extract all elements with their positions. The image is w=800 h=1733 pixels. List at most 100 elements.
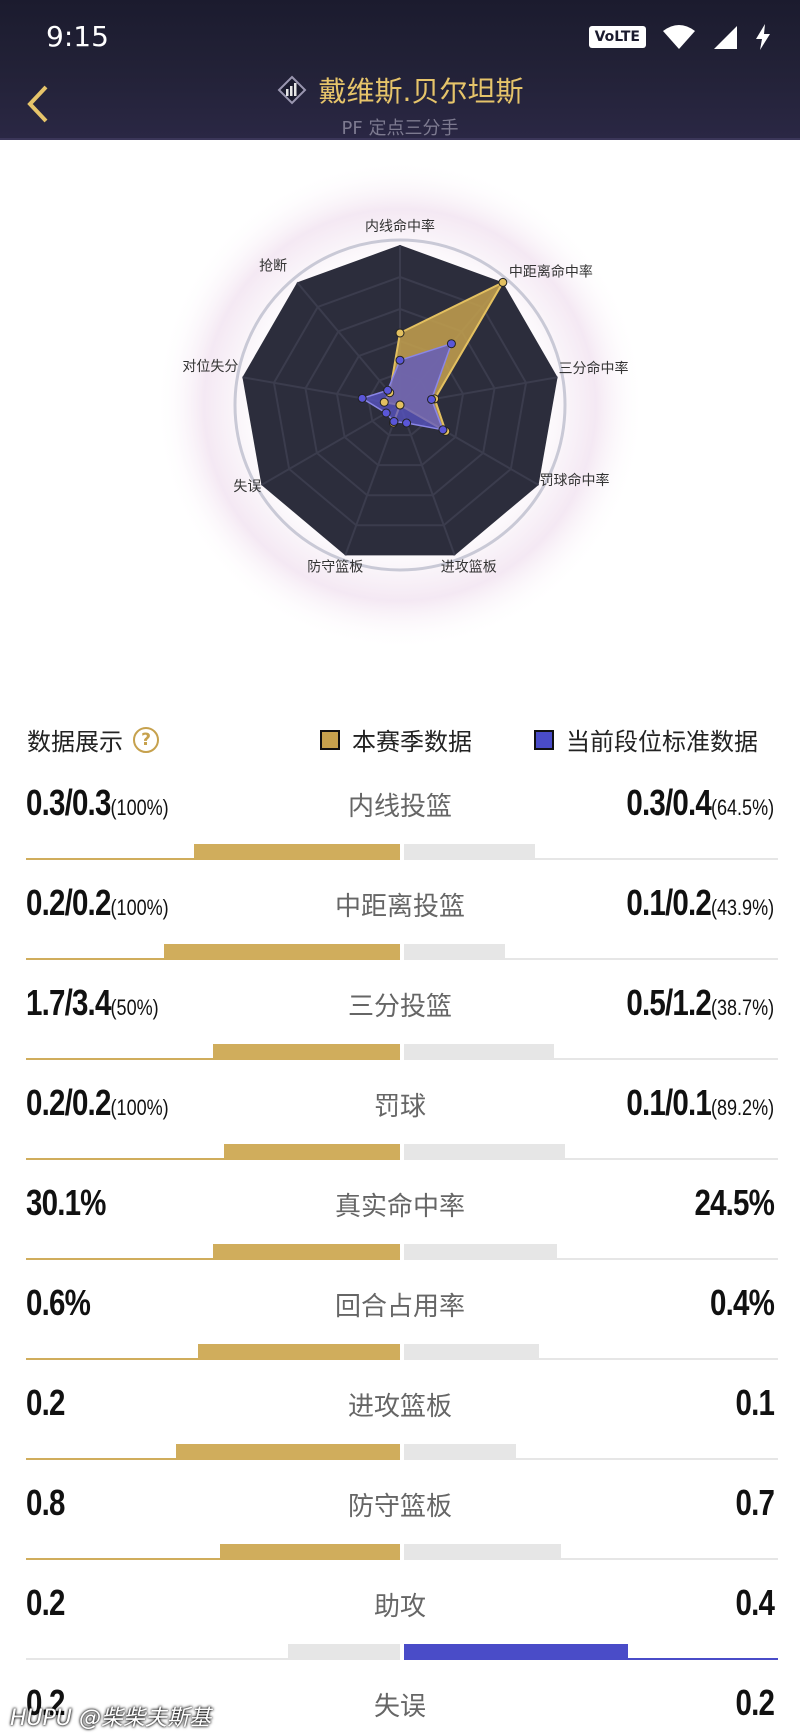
season-value-main: 0.6% (26, 1282, 91, 1323)
season-value-main: 0.2 (26, 1582, 65, 1623)
standard-value: 0.4 (735, 1582, 774, 1624)
season-bar (26, 1544, 400, 1560)
stat-label: 进攻篮板 (347, 1392, 452, 1422)
stat-label: 防守篮板 (347, 1492, 452, 1522)
season-bar (26, 1444, 400, 1460)
help-icon[interactable]: ? (133, 726, 159, 753)
stat-row: 0.2 助攻 0.4 (0, 1570, 800, 1670)
standard-value: 0.7 (735, 1482, 774, 1524)
standard-value-main: 0.1/0.1 (626, 1082, 711, 1123)
season-value-pct: (100%) (110, 895, 169, 920)
standard-bar (404, 1544, 778, 1560)
radar-label-0: 内线命中率 (365, 218, 435, 235)
standard-bar-fill (404, 944, 505, 960)
season-value-main: 0.3/0.3 (26, 782, 111, 823)
player-subtitle: PF 定点三分手 (341, 118, 459, 139)
standard-point-2 (427, 394, 437, 404)
standard-bar (404, 944, 778, 960)
standard-value-pct: (38.7%) (710, 995, 774, 1020)
season-value: 0.6% (26, 1282, 91, 1324)
radar-label-7: 对位失分 (182, 359, 238, 375)
chevron-left-icon (27, 85, 48, 123)
standard-bar-fill (404, 1544, 562, 1560)
season-value-pct: (100%) (110, 795, 169, 820)
standard-bar-base (534, 858, 778, 860)
stat-label: 中距离投篮 (334, 892, 465, 922)
rank-badge-icon (277, 75, 306, 105)
season-point-7 (379, 397, 389, 407)
stat-label: 失误 (373, 1692, 426, 1722)
radar-spoke-4 (399, 404, 456, 556)
season-bar-base (26, 1358, 199, 1360)
radar-label-3: 罚球命中率 (540, 472, 610, 489)
back-button[interactable] (18, 80, 58, 128)
season-bar (26, 1244, 400, 1260)
watermark: HUPU @柴柴夫斯基 (10, 1706, 212, 1731)
title-area: 戴维斯.贝尔坦斯 PF 定点三分手 (0, 70, 800, 140)
standard-bar-base (553, 1058, 778, 1060)
season-bar-fill (194, 844, 400, 860)
stat-row: 0.3/0.3(100%) 内线投篮 0.3/0.4(64.5%) (0, 770, 800, 870)
header: 9:15 VoLTE 戴维斯.贝尔坦斯 PF 定点三分手 (0, 0, 800, 140)
status-time: 9:15 (46, 20, 109, 53)
season-bar (26, 1044, 400, 1060)
season-bar-fill (213, 1244, 400, 1260)
stat-row: 0.2/0.2(100%) 中距离投篮 0.1/0.2(43.9%) (0, 870, 800, 970)
radar-ring (233, 238, 567, 572)
standard-value-main: 0.7 (735, 1482, 774, 1523)
stat-row: 0.6% 回合占用率 0.4% (0, 1270, 800, 1370)
standard-point-0 (395, 355, 405, 365)
season-value-main: 0.8 (26, 1482, 65, 1523)
stat-row: 0.2 进攻篮板 0.1 (0, 1370, 800, 1470)
standard-bar-base (564, 1158, 778, 1160)
standard-value-pct: (64.5%) (710, 795, 774, 820)
season-value: 0.2 (26, 1382, 65, 1424)
season-bar (26, 844, 400, 860)
season-value-main: 0.2 (26, 1682, 65, 1723)
standard-bar-base (557, 1258, 778, 1260)
standard-bar (404, 1044, 778, 1060)
standard-bar-fill (404, 1344, 539, 1360)
radar-label-8: 抢断 (259, 257, 287, 274)
standard-bar (404, 1644, 778, 1660)
season-bar (26, 1344, 400, 1360)
standard-value-main: 0.3/0.4 (626, 782, 711, 823)
standard-value-main: 0.4 (735, 1582, 774, 1623)
standard-value-main: 24.5% (694, 1182, 774, 1223)
standard-bar-base (516, 1458, 778, 1460)
standard-swatch (534, 729, 554, 750)
standard-value: 0.1/0.1(89.2%) (626, 1082, 774, 1124)
season-point-1 (498, 277, 508, 287)
season-bar-base (26, 1658, 288, 1660)
radar-spoke-8 (296, 281, 401, 406)
standard-value-main: 0.1/0.2 (626, 882, 711, 923)
stat-label: 助攻 (373, 1592, 426, 1622)
season-value: 1.7/3.4(50%) (26, 982, 159, 1024)
season-value-main: 0.2 (26, 1382, 65, 1423)
standard-bar-base (504, 958, 778, 960)
season-value: 0.2 (26, 1682, 65, 1724)
season-value-main: 1.7/3.4 (26, 982, 111, 1023)
standard-point-5 (389, 417, 399, 427)
season-bar-fill (198, 1344, 400, 1360)
player-name: 戴维斯.贝尔坦斯 (318, 75, 524, 108)
stat-row: 0.2/0.2(100%) 罚球 0.1/0.1(89.2%) (0, 1070, 800, 1170)
season-bar-base (26, 1258, 213, 1260)
season-bar-fill (175, 1444, 400, 1460)
legend-row: 数据展示 ? 本赛季数据 当前段位标准数据 (0, 718, 800, 758)
standard-value: 0.1/0.2(43.9%) (626, 882, 774, 924)
season-bar-base (26, 1458, 176, 1460)
season-bar-base (26, 1558, 221, 1560)
season-value-main: 0.2/0.2 (26, 882, 111, 923)
stat-row: 0.8 防守篮板 0.7 (0, 1470, 800, 1570)
season-bar-fill (164, 944, 400, 960)
season-value-pct: (50%) (110, 995, 159, 1020)
battery-charging-icon (756, 24, 770, 50)
standard-value: 24.5% (694, 1182, 774, 1224)
stat-row: 1.7/3.4(50%) 三分投篮 0.5/1.2(38.7%) (0, 970, 800, 1070)
season-bar (26, 1644, 400, 1660)
stat-row: 30.1% 真实命中率 24.5% (0, 1170, 800, 1270)
standard-value-pct: (89.2%) (710, 1095, 774, 1120)
season-value: 30.1% (26, 1182, 106, 1224)
